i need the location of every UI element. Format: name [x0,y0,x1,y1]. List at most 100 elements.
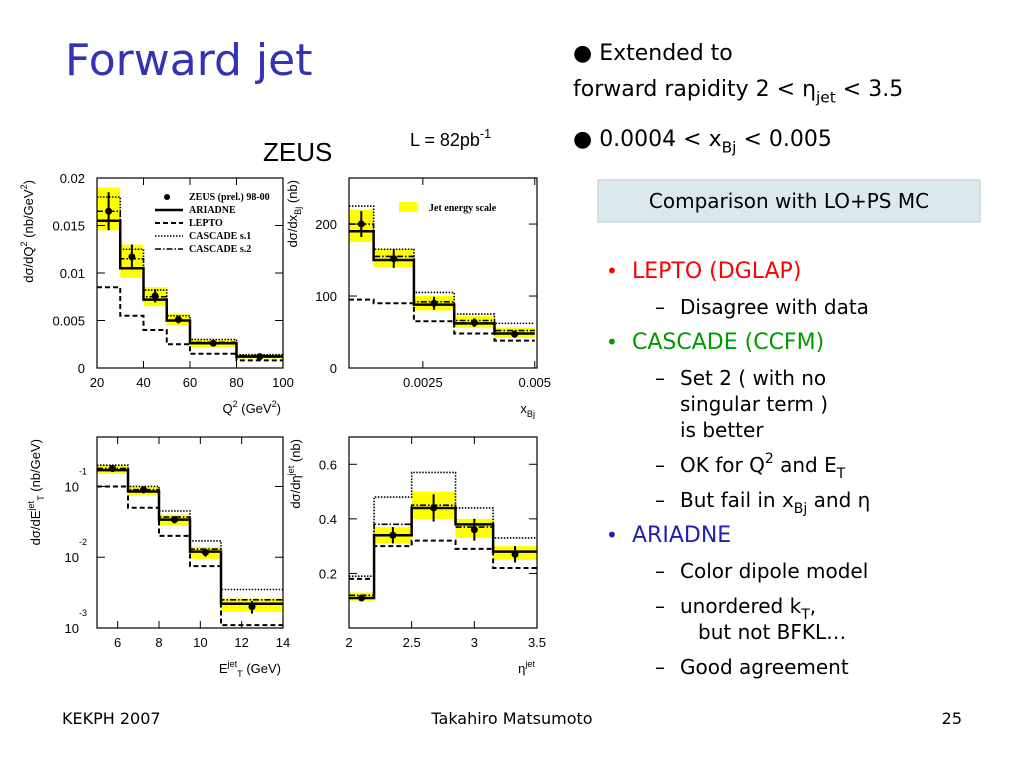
sub-item: singular term ) [680,392,828,416]
sub-item: OK for Q2 and ET [680,451,846,482]
sub-item: Color dipole model [680,559,868,583]
x-tick-label: 2.5 [403,635,421,650]
plot-frame [348,177,538,369]
text-run: jet [26,500,36,511]
data-point [357,220,365,228]
sub-item: but not BFKL… [698,620,846,644]
legend: ZEUS (prel.) 98-00 ARIADNE LEPTO CASCADE s.… [155,192,270,255]
data-point [174,316,182,324]
intro-line: ● 0.0004 < xBj < 0.005 [573,127,832,157]
sub-item: Good agreement [680,655,849,679]
text-run: (GeV) [243,661,281,676]
y-tick-label: 0.015 [52,219,85,234]
data-point [470,319,478,327]
data-point [511,330,519,338]
data-point [430,299,438,307]
dash: – [655,295,665,319]
text-run: < 3.5 [836,77,903,102]
text-run: dσ/dx [285,214,300,247]
text-run: forward rapidity 2 < [573,77,802,102]
text-run: Q [222,401,232,416]
y-tick-exponent: -3 [79,608,87,618]
x-tick-label: 20 [90,375,104,390]
legend-marker [164,194,170,200]
text-run: 2 [233,399,238,409]
text-run: Color dipole model [680,559,868,583]
text-run: ) [277,401,281,416]
intro-line: forward rapidity 2 < ηjet < 3.5 [573,77,903,107]
bullet: • [606,523,618,547]
dash: – [655,655,665,679]
x-tick-label: 14 [276,635,290,650]
text-run: dσ/dE [28,510,43,545]
text-run: Bj [722,139,737,157]
plot-frame [96,436,284,629]
text-run: E [219,661,228,676]
histogram-line [97,485,283,627]
histogram-line [349,298,535,342]
legend-label: Jet energy scale [429,203,497,214]
x-tick-label: 12 [234,635,248,650]
text-run: (nb/GeV [21,189,36,241]
list-item: LEPTO (DGLAP) [632,259,801,284]
sub-item: is better [680,418,764,442]
footer-center: Takahiro Matsumoto [430,709,592,728]
footer-left: KEKPH 2007 [62,709,161,728]
y-axis-label: dσ/dηjet (nb) [286,439,303,509]
x-axis-label: Q2 (GeV2) [222,399,281,416]
text-run: LEPTO (DGLAP) [632,259,801,284]
data-point [430,504,438,512]
y-tick-exponent: -2 [79,537,87,547]
histogram-line [97,210,283,357]
y-tick-label: 10 [65,479,79,494]
text-run: ARIADNE [632,523,731,548]
text-run: η [802,77,816,102]
plot-frame [348,436,538,629]
y-tick-label: 100 [315,289,337,304]
text-run: x [520,401,527,416]
text-run: unordered k [680,594,802,618]
text-run: 2 [765,451,774,467]
text-run: ● 0.0004 < x [573,127,722,152]
text-run: dσ/dη [288,475,303,508]
text-run: jet [815,89,836,107]
text-run: L = 82pb [410,130,480,150]
dash: – [655,453,665,477]
legend-label: CASCADE s.1 [189,231,251,242]
text-run: (GeV [238,401,272,416]
data-point [128,253,136,261]
data-point [358,594,366,602]
y-axis-label: dσ/dxBj (nb) [285,180,303,247]
text-run: (nb) [285,180,300,207]
y-tick-label: 10 [65,621,79,636]
text-run: Bj [794,501,808,517]
intro-line: ● Extended to [573,41,733,66]
text-run: 2 [19,241,29,246]
text-run: Good agreement [680,655,849,679]
sub-item: unordered kT, [680,594,816,623]
text-run: (nb) [288,439,303,466]
text-run: Bj [527,409,535,419]
text-run: CASCADE (CCFM) [632,330,824,355]
dash: – [655,488,665,512]
text-run: jet [286,465,296,476]
sub-item: But fail in xBj and η [680,488,870,517]
data-point [109,464,116,472]
sub-item: Set 2 ( with no [680,366,826,390]
data-point [256,353,264,361]
x-tick-label: 0.0025 [403,375,443,390]
list-item: ARIADNE [632,523,731,548]
legend: Jet energy scale [399,202,497,214]
data-point [248,603,256,611]
data-point [390,255,398,263]
text-run: Set 2 ( with no [680,366,826,390]
text-run: -1 [480,127,491,141]
callout-box [597,179,981,223]
legend-swatch [399,202,417,212]
text-run: < 0.005 [736,127,831,152]
x-tick-label: 3.5 [528,635,546,650]
x-tick-label: 0.005 [518,375,551,390]
text-run: ● Extended to [573,41,733,66]
